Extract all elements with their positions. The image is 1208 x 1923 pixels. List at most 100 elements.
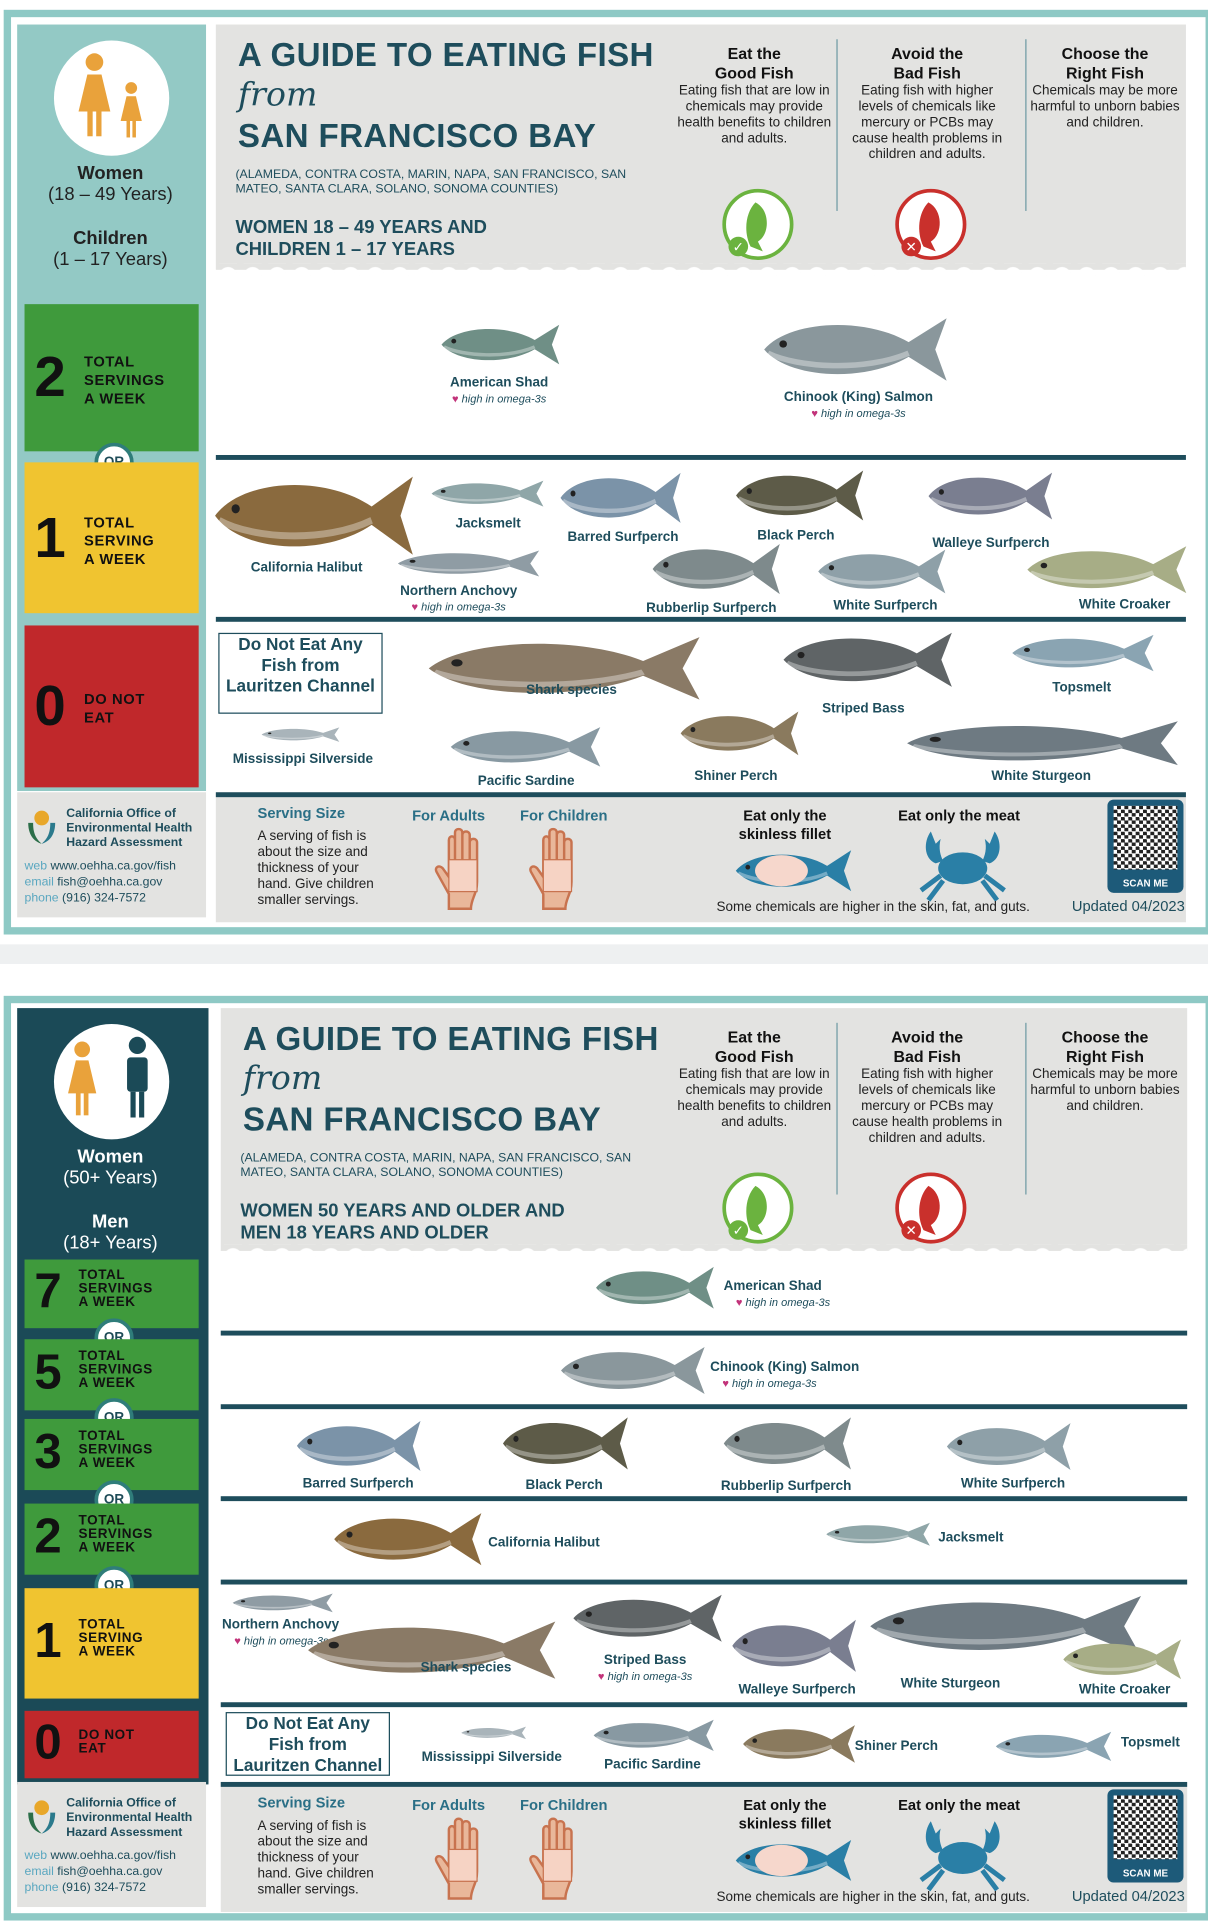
updated-date: Updated 04/2023 xyxy=(1071,1887,1185,1905)
rubberlip-surfperch-image xyxy=(721,1413,853,1474)
contact-phone[interactable]: phone (916) 324-7572 xyxy=(25,892,146,907)
counties-list: (ALAMEDA, CONTRA COSTA, MARIN, NAPA, SAN… xyxy=(240,1151,632,1180)
servings-count: 2 xyxy=(34,345,66,409)
row-divider xyxy=(220,1579,1188,1585)
chinook-king-salmon-image xyxy=(558,1343,708,1398)
fish-label: Rubberlip Surfperch xyxy=(720,1479,852,1494)
qr-code[interactable]: SCAN ME xyxy=(1107,1789,1184,1883)
adult-hand-icon xyxy=(434,1817,479,1900)
scallop-edge xyxy=(215,263,1186,276)
warning-line: Lauritzen Channel xyxy=(226,675,375,696)
contact-value[interactable]: www.oehha.ca.gov/fish xyxy=(50,859,176,874)
for-children-label: For Children xyxy=(519,1796,608,1814)
group-1-age: (18 – 49 Years) xyxy=(47,183,173,205)
fish-label: California Halibut xyxy=(250,560,363,576)
avatar xyxy=(53,40,170,156)
qr-code[interactable]: SCAN ME xyxy=(1107,799,1184,893)
servings-text: TOTAL xyxy=(78,1349,126,1364)
contact-phone[interactable]: phone (916) 324-7572 xyxy=(25,1881,146,1896)
panel-separator xyxy=(0,944,1208,964)
crab-icon xyxy=(919,831,1006,902)
contact-label: email xyxy=(24,875,54,890)
serving-info-panel xyxy=(215,792,1186,923)
fish-label: Northern Anchovy xyxy=(400,583,518,599)
svg-text:✕: ✕ xyxy=(906,1223,917,1239)
column-heading: Bad Fish xyxy=(893,63,961,83)
warning-line: Lauritzen Channel xyxy=(233,1754,383,1775)
warning-line: Do Not Eat Any xyxy=(238,634,363,654)
contact-value[interactable]: (916) 324-7572 xyxy=(62,891,146,906)
contact-email[interactable]: email fish@oehha.ca.gov xyxy=(25,876,163,891)
group-2-age: (1 – 17 Years) xyxy=(53,248,168,270)
shiner-perch-image xyxy=(741,1723,857,1765)
fish-label: Chinook (King) Salmon xyxy=(710,1360,860,1375)
fish-label: Rubberlip Surfperch xyxy=(646,600,777,616)
contact-label: phone xyxy=(24,891,59,906)
column-text: Eating fish that are low in chemicals ma… xyxy=(677,1066,832,1130)
skinless-fillet-label-2: skinless fillet xyxy=(738,1815,832,1833)
fish-label: Shiner Perch xyxy=(854,1739,939,1754)
serving-size-text: A serving of fish is about the size and … xyxy=(257,1818,374,1898)
contact-web[interactable]: web www.oehha.ca.gov/fish xyxy=(25,860,176,875)
servings-box-3: 3 TOTAL SERVINGS A WEEK xyxy=(24,1418,199,1491)
contact-label: phone xyxy=(24,1881,59,1895)
american-shad-image xyxy=(439,322,562,367)
fish-label: Barred Surfperch xyxy=(567,529,679,545)
person-icon xyxy=(120,82,142,138)
org-name: Environmental Health xyxy=(66,821,193,836)
omega-3-note: ♥ high in omega-3s xyxy=(811,407,905,419)
servings-text: A WEEK xyxy=(84,550,147,568)
contact-value[interactable]: (916) 324-7572 xyxy=(62,1881,146,1895)
org-name: California Office of xyxy=(66,1796,176,1811)
title-line-3: SAN FRANCISCO BAY xyxy=(242,1101,602,1139)
skinless-fillet-label-2: skinless fillet xyxy=(738,825,832,843)
column-text: Eating fish with higher levels of chemic… xyxy=(852,83,1003,162)
servings-text: TOTAL xyxy=(84,353,135,371)
servings-text: EAT xyxy=(78,1740,107,1756)
guide-column: Avoid the Bad Fish Eating fish with high… xyxy=(847,44,1006,163)
mississippi-silverside-image xyxy=(460,1725,528,1741)
serving-size-title: Serving Size xyxy=(257,804,346,822)
servings-text: A WEEK xyxy=(78,1376,136,1391)
contact-label: email xyxy=(24,1865,54,1879)
row-divider xyxy=(215,616,1186,622)
group-1-name: Women xyxy=(77,163,144,184)
contact-value[interactable]: www.oehha.ca.gov/fish xyxy=(50,1849,176,1863)
serving-size-title: Serving Size xyxy=(257,1794,346,1812)
audience-line-1: WOMEN 18 – 49 YEARS AND xyxy=(235,217,487,238)
fish-label: Black Perch xyxy=(757,528,835,544)
servings-count: 1 xyxy=(34,1613,62,1668)
title-line-1: A GUIDE TO EATING FISH xyxy=(237,36,654,74)
fish-label: Chinook (King) Salmon xyxy=(783,389,934,405)
servings-box-7: 7 TOTAL SERVINGS A WEEK xyxy=(24,1259,199,1329)
column-heading: Good Fish xyxy=(714,1047,794,1066)
fish-label: Shark species xyxy=(526,683,617,698)
white-croaker-image xyxy=(1061,1637,1183,1681)
serving-size-text: A serving of fish is about the size and … xyxy=(257,829,374,908)
servings-count: 3 xyxy=(34,1425,62,1480)
fish-label: Shark species xyxy=(420,1660,512,1676)
contact-web[interactable]: web www.oehha.ca.gov/fish xyxy=(25,1849,176,1864)
striped-bass-image xyxy=(570,1591,725,1646)
contact-email[interactable]: email fish@oehha.ca.gov xyxy=(25,1865,163,1880)
meat-only-label: Eat only the meat xyxy=(898,1796,1020,1814)
fish-label: White Surfperch xyxy=(833,598,938,614)
scallop-edge xyxy=(220,1244,1188,1258)
omega-text: high in omega-3s xyxy=(731,1377,817,1390)
fish-label: American Shad xyxy=(450,375,549,390)
jacksmelt-image xyxy=(429,478,546,509)
child-hand-icon xyxy=(529,1817,573,1900)
column-text: Chemicals may be more harmful to unborn … xyxy=(1030,1066,1180,1114)
person-icon xyxy=(68,1041,97,1116)
servings-text: SERVINGS xyxy=(78,1442,153,1457)
org-name: Environmental Health xyxy=(66,1811,193,1825)
contact-value[interactable]: fish@oehha.ca.gov xyxy=(57,875,163,890)
servings-text: SERVINGS xyxy=(78,1281,153,1297)
walleye-surfperch-image xyxy=(926,468,1055,523)
contact-value[interactable]: fish@oehha.ca.gov xyxy=(57,1865,163,1879)
do-not-eat-lauritzen-box: Do Not Eat Any Fish from Lauritzen Channel xyxy=(218,632,383,714)
servings-box-1: 1 TOTAL SERVING A WEEK xyxy=(24,462,199,614)
row-divider xyxy=(220,1404,1188,1410)
column-heading: Choose the xyxy=(1061,44,1149,63)
row-divider xyxy=(220,1496,1188,1502)
